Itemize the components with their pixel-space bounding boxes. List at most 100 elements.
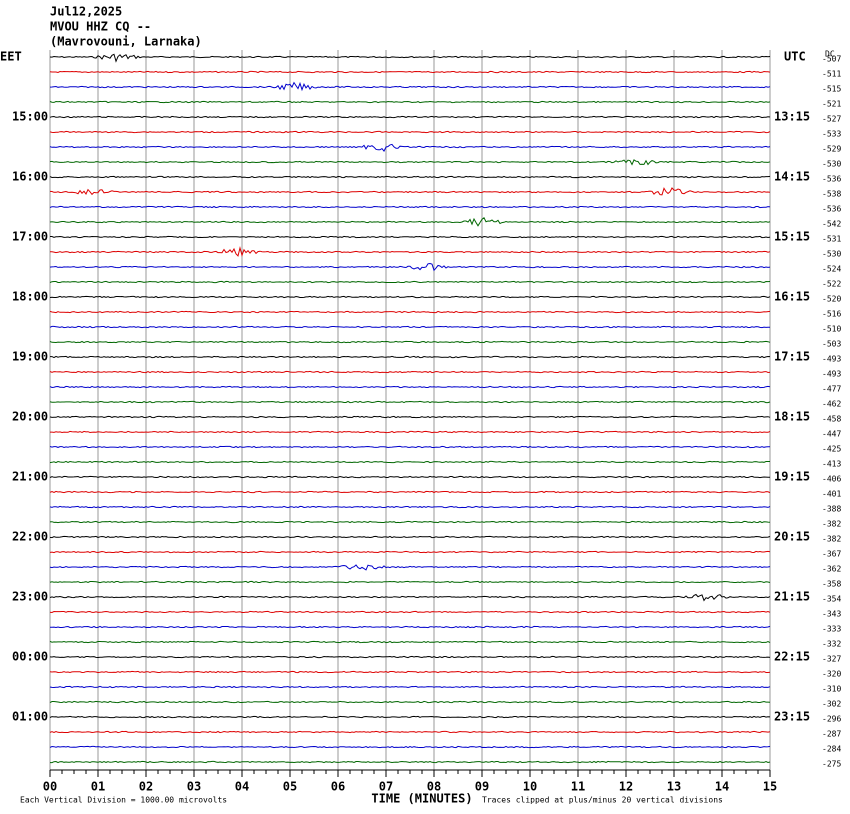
trace bbox=[49, 280, 771, 284]
dc-offset: -367 bbox=[822, 550, 841, 559]
trace bbox=[50, 246, 771, 257]
clip-note: Traces clipped at plus/minus 20 vertical… bbox=[482, 796, 723, 805]
trace bbox=[49, 340, 771, 344]
dc-offset: -332 bbox=[822, 640, 841, 649]
left-time: 01:00 bbox=[12, 710, 48, 724]
trace bbox=[49, 100, 771, 104]
x-tick-label: 12 bbox=[619, 780, 633, 794]
dc-offset: -343 bbox=[822, 610, 841, 619]
dc-offset: -327 bbox=[822, 655, 841, 664]
trace bbox=[49, 325, 770, 329]
dc-offset: -524 bbox=[822, 265, 841, 274]
trace bbox=[49, 490, 771, 494]
trace bbox=[49, 295, 771, 299]
dc-offset: -516 bbox=[822, 310, 841, 319]
dc-offset: -530 bbox=[822, 250, 841, 259]
dc-offset: -388 bbox=[822, 505, 841, 514]
right-time: 19:15 bbox=[774, 470, 810, 484]
axis-title: TIME (MINUTES) bbox=[371, 792, 472, 806]
trace bbox=[49, 730, 771, 734]
dc-offset: -425 bbox=[822, 445, 841, 454]
x-tick-label: 00 bbox=[43, 780, 57, 794]
dc-offset: -401 bbox=[822, 490, 841, 499]
dc-offset: -507 bbox=[822, 55, 841, 64]
trace bbox=[49, 593, 771, 602]
date: Jul12,2025 bbox=[50, 5, 122, 19]
trace bbox=[49, 400, 771, 404]
dc-offset: -511 bbox=[822, 70, 841, 79]
trace bbox=[49, 159, 771, 166]
dc-offset: -538 bbox=[822, 190, 841, 199]
trace bbox=[49, 460, 770, 464]
trace bbox=[49, 262, 771, 272]
trace bbox=[49, 475, 770, 479]
right-time: 16:15 bbox=[774, 290, 810, 304]
trace bbox=[49, 310, 771, 314]
x-tick-label: 09 bbox=[475, 780, 489, 794]
right-time: 20:15 bbox=[774, 530, 810, 544]
trace bbox=[49, 535, 771, 539]
right-time: 21:15 bbox=[774, 590, 810, 604]
trace bbox=[49, 370, 771, 374]
trace bbox=[49, 175, 771, 179]
left-time: 00:00 bbox=[12, 650, 48, 664]
dc-offset: -515 bbox=[822, 85, 841, 94]
x-tick-label: 14 bbox=[715, 780, 729, 794]
dc-offset: -462 bbox=[822, 400, 841, 409]
left-time: 19:00 bbox=[12, 350, 48, 364]
trace bbox=[50, 760, 771, 764]
left-zone: EET bbox=[0, 50, 22, 64]
dc-offset: -320 bbox=[822, 670, 841, 679]
trace bbox=[49, 670, 771, 674]
dc-offset: -310 bbox=[822, 685, 841, 694]
trace bbox=[49, 70, 771, 74]
x-tick-label: 04 bbox=[235, 780, 249, 794]
dc-offset: -333 bbox=[822, 625, 841, 634]
trace bbox=[49, 625, 771, 629]
dc-offset: -503 bbox=[822, 340, 841, 349]
station: MVOU HHZ CQ -- bbox=[50, 20, 151, 34]
trace bbox=[49, 217, 771, 227]
left-time: 23:00 bbox=[12, 590, 48, 604]
trace bbox=[49, 610, 771, 614]
trace bbox=[50, 355, 771, 359]
left-time: 22:00 bbox=[12, 530, 48, 544]
trace bbox=[49, 53, 771, 63]
left-time: 15:00 bbox=[12, 110, 48, 124]
x-tick-label: 11 bbox=[571, 780, 585, 794]
x-tick-label: 06 bbox=[331, 780, 345, 794]
dc-offset: -529 bbox=[822, 145, 841, 154]
dc-offset: -522 bbox=[822, 280, 841, 289]
dc-offset: -358 bbox=[822, 580, 841, 589]
right-time: 15:15 bbox=[774, 230, 810, 244]
dc-offset: -275 bbox=[822, 760, 841, 769]
dc-offset: -530 bbox=[822, 160, 841, 169]
dc-offset: -458 bbox=[822, 415, 841, 424]
dc-offset: -527 bbox=[822, 115, 841, 124]
trace bbox=[49, 520, 771, 524]
right-time: 18:15 bbox=[774, 410, 810, 424]
trace bbox=[49, 143, 771, 153]
dc-offset: -302 bbox=[822, 700, 841, 709]
dc-offset: -296 bbox=[822, 715, 841, 724]
dc-offset: -536 bbox=[822, 175, 841, 184]
dc-offset: -413 bbox=[822, 460, 841, 469]
trace bbox=[49, 505, 771, 509]
trace bbox=[49, 81, 771, 92]
trace bbox=[49, 580, 771, 584]
trace bbox=[49, 385, 771, 389]
scale-note: Each Vertical Division = 1000.00 microvo… bbox=[20, 796, 227, 805]
location: (Mavrovouni, Larnaka) bbox=[50, 35, 202, 49]
dc-offset: -533 bbox=[822, 130, 841, 139]
dc-offset: -477 bbox=[822, 385, 841, 394]
trace bbox=[49, 130, 771, 134]
dc-header: DC bbox=[825, 50, 835, 59]
trace bbox=[49, 700, 771, 704]
dc-offset: -284 bbox=[822, 745, 841, 754]
x-tick-label: 01 bbox=[91, 780, 105, 794]
left-time: 20:00 bbox=[12, 410, 48, 424]
right-time: 23:15 bbox=[774, 710, 810, 724]
right-time: 13:15 bbox=[774, 110, 810, 124]
